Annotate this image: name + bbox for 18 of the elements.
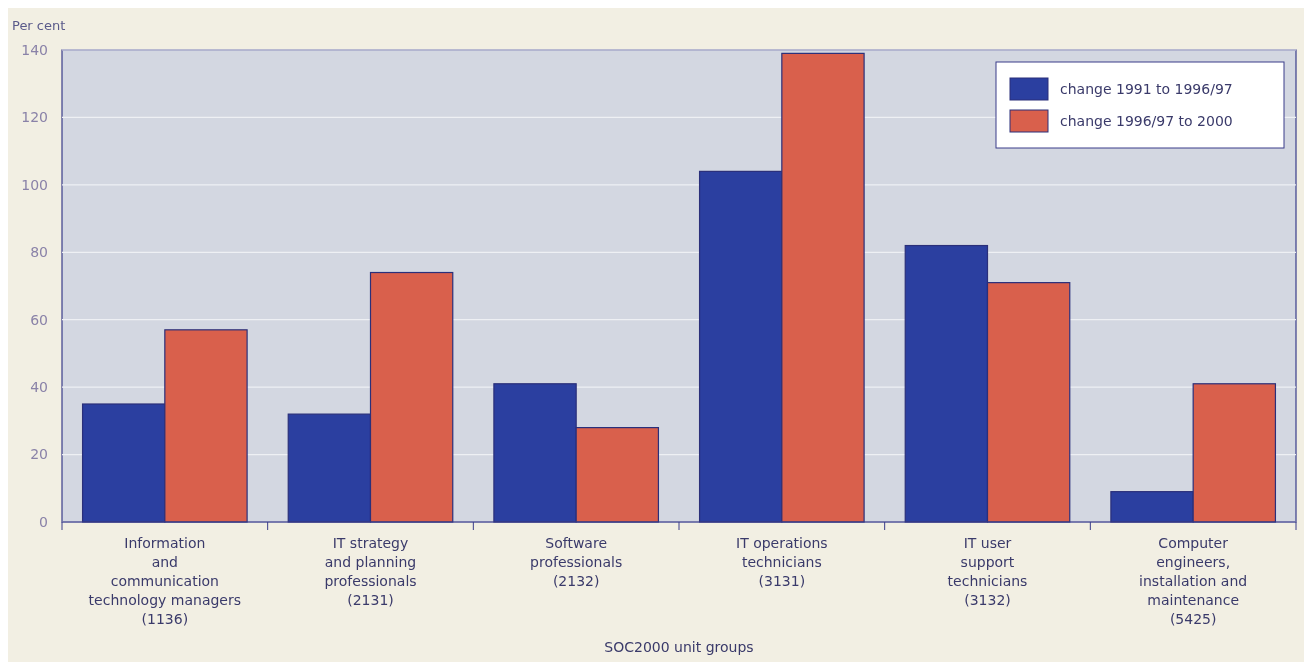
legend-label: change 1991 to 1996/97 (1060, 80, 1233, 97)
y-axis-title: Per cent (12, 18, 66, 33)
y-tick-label: 80 (30, 244, 48, 261)
legend-label: change 1996/97 to 2000 (1060, 112, 1233, 129)
x-tick-label: IT operations technicians (3131) (736, 535, 828, 589)
y-tick-label: 100 (21, 176, 48, 193)
x-tick-label: Information and communication technology managers (1136) (88, 535, 242, 627)
y-tick-label: 140 (21, 41, 48, 58)
y-tick-label: 20 (30, 446, 48, 463)
x-tick-label: IT strategy and planning professionals (2131) (324, 535, 417, 608)
y-tick-label: 0 (39, 513, 48, 530)
y-tick-label: 40 (30, 379, 48, 396)
x-tick-label: Software professionals (2132) (530, 535, 623, 589)
y-tick-label: 60 (30, 311, 48, 328)
x-tick-label: IT user support technicians (3132) (947, 535, 1028, 608)
x-tick-label: Computer engineers, installation and maintenance (5425) (1139, 535, 1248, 627)
y-tick-label: 120 (21, 109, 48, 126)
x-axis-title: SOC2000 unit groups (604, 639, 754, 655)
